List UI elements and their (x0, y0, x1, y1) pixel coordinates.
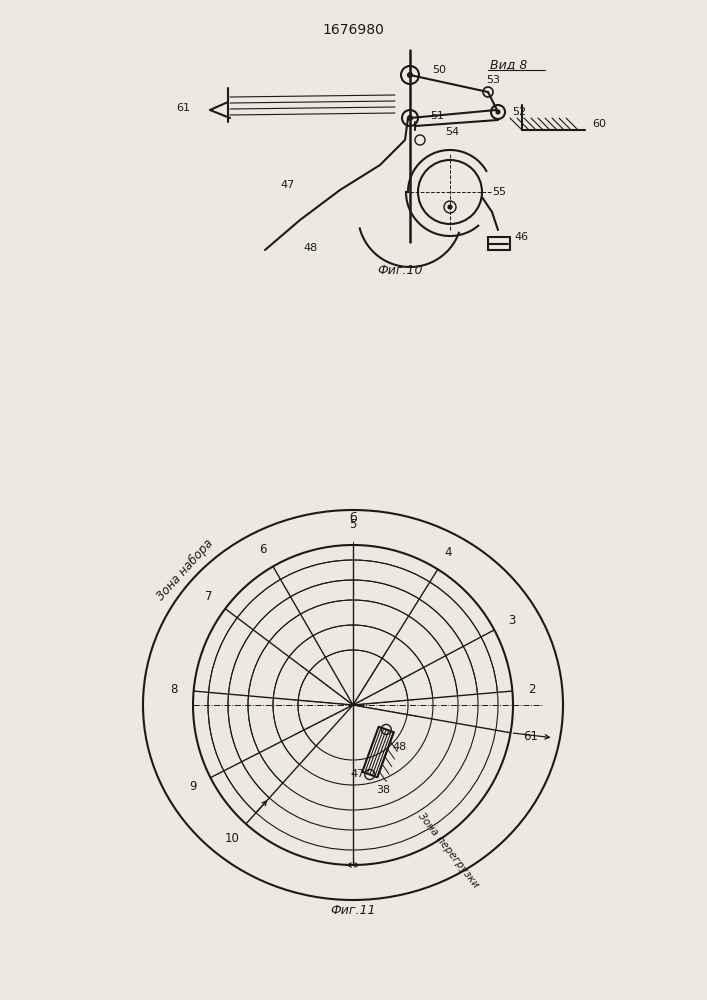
Text: б: б (349, 512, 357, 524)
Text: 38: 38 (376, 785, 390, 795)
Text: 61: 61 (522, 730, 538, 743)
Text: 51: 51 (430, 111, 444, 121)
Circle shape (448, 205, 452, 209)
Text: 1676980: 1676980 (322, 23, 384, 37)
Text: 53: 53 (486, 75, 500, 85)
Text: 48: 48 (304, 243, 318, 253)
Text: 47: 47 (281, 180, 295, 190)
Text: 5: 5 (349, 518, 357, 532)
Text: 50: 50 (432, 65, 446, 75)
Text: 2: 2 (529, 683, 536, 696)
Text: Фиг.11: Фиг.11 (330, 904, 375, 916)
Circle shape (407, 73, 412, 78)
Text: 61: 61 (176, 103, 190, 113)
Text: 9: 9 (189, 780, 197, 793)
Circle shape (496, 110, 500, 114)
Text: 46: 46 (514, 232, 528, 242)
Text: 55: 55 (492, 187, 506, 197)
Text: 60: 60 (592, 119, 606, 129)
Text: Зона перегрузки: Зона перегрузки (416, 811, 480, 889)
Text: 48: 48 (393, 742, 407, 752)
Text: Фиг.10: Фиг.10 (378, 263, 423, 276)
Text: 47: 47 (351, 769, 365, 779)
Text: 10: 10 (225, 832, 240, 845)
Text: Вид 8: Вид 8 (490, 58, 527, 72)
Text: 8: 8 (170, 683, 177, 696)
Text: 7: 7 (206, 590, 213, 603)
Circle shape (407, 115, 412, 120)
Text: Зона набора: Зона набора (154, 537, 216, 603)
Text: 4: 4 (445, 546, 452, 559)
Text: 54: 54 (445, 127, 459, 137)
Text: 6: 6 (259, 543, 267, 556)
Text: 52: 52 (512, 107, 526, 117)
Text: 3: 3 (508, 614, 515, 627)
